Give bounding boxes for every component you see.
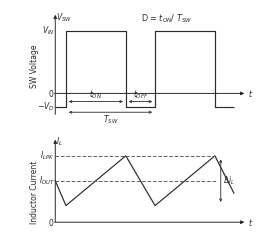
Text: $\Delta i_L$: $\Delta i_L$ [223, 174, 235, 187]
Text: $t_{OFF}$: $t_{OFF}$ [133, 88, 148, 101]
Text: $t$: $t$ [248, 88, 253, 99]
Text: SW Voltage: SW Voltage [30, 44, 39, 88]
Text: $I_{LPK}$: $I_{LPK}$ [40, 150, 55, 162]
Text: $V_{IN}$: $V_{IN}$ [42, 24, 55, 37]
Text: $0$: $0$ [48, 88, 55, 99]
Text: $0$: $0$ [48, 217, 55, 228]
Text: $I_L$: $I_L$ [56, 136, 63, 148]
Text: $-V_D$: $-V_D$ [37, 101, 55, 114]
Text: Inductor Current: Inductor Current [30, 161, 39, 224]
Text: $t_{ON}$: $t_{ON}$ [89, 88, 102, 101]
Text: $T_{SW}$: $T_{SW}$ [103, 113, 118, 126]
Text: $V_{SW}$: $V_{SW}$ [56, 11, 72, 24]
Text: $I_{OUT}$: $I_{OUT}$ [39, 174, 55, 187]
Text: D = $t_{ON}$/ $T_{SW}$: D = $t_{ON}$/ $T_{SW}$ [141, 13, 192, 25]
Text: $t$: $t$ [248, 217, 253, 228]
